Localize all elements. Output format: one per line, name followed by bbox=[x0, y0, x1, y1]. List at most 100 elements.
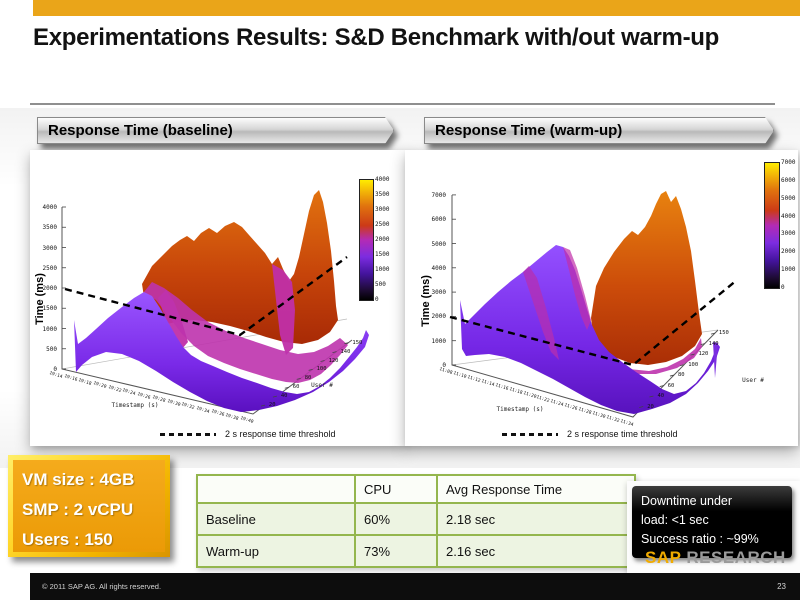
axis-tick-mark bbox=[344, 342, 349, 345]
u-tick: 40 bbox=[280, 393, 288, 400]
surface-magenta-band bbox=[144, 282, 348, 383]
row-cpu: 60% bbox=[354, 502, 438, 536]
threshold-line bbox=[449, 279, 738, 367]
u-tick: 120 bbox=[698, 351, 709, 358]
cb-tick: 4000 bbox=[375, 176, 390, 183]
u-tick: 20 bbox=[268, 402, 276, 409]
axis-tick-mark bbox=[659, 385, 664, 387]
surface-plot-baseline bbox=[61, 190, 369, 415]
banner-baseline: Response Time (baseline) bbox=[37, 117, 394, 144]
vm-info-box: VM size : 4GB SMP : 2 vCPU Users : 150 bbox=[8, 455, 170, 557]
threshold-legend: 2 s response time threshold bbox=[502, 429, 678, 439]
axis-tick-mark bbox=[332, 351, 337, 353]
axis-tick-mark bbox=[669, 374, 675, 377]
cb-tick: 1000 bbox=[375, 266, 390, 273]
z-tick: 2000 bbox=[431, 313, 446, 321]
x-axis-label: Timestamp (s) bbox=[496, 406, 544, 413]
surface-magenta-valley bbox=[272, 264, 295, 355]
z-tick: 4000 bbox=[42, 204, 57, 211]
banner-warmup: Response Time (warm-up) bbox=[424, 117, 774, 144]
surface-purple-front bbox=[460, 245, 720, 414]
row-avg: 2.18 sec bbox=[436, 502, 636, 536]
threshold-line bbox=[64, 256, 348, 337]
axis-tick-mark bbox=[700, 343, 705, 346]
copyright-text: © 2011 SAP AG. All rights reserved. bbox=[42, 582, 162, 591]
row-label: Warm-up bbox=[196, 534, 356, 568]
sap-research-logo: SAP RESEARCH bbox=[645, 548, 786, 568]
cb-tick: 500 bbox=[375, 281, 386, 288]
accent-bar bbox=[33, 0, 800, 16]
u-tick: 20 bbox=[647, 403, 654, 410]
axis-tick-mark bbox=[296, 377, 301, 380]
cb-tick: 5000 bbox=[781, 194, 796, 202]
cb-tick: 2000 bbox=[781, 248, 796, 256]
dashed-line-icon bbox=[502, 432, 558, 436]
x-axis-label: Timestamp (s) bbox=[111, 402, 159, 409]
threshold-legend-label: 2 s response time threshold bbox=[225, 429, 336, 439]
axis-tick-mark bbox=[284, 386, 289, 389]
u-tick: 140 bbox=[340, 348, 351, 355]
surface-magenta-streak bbox=[563, 247, 591, 330]
cb-tick: 1500 bbox=[375, 251, 390, 258]
z-axis-label: Time (ms) bbox=[420, 275, 432, 327]
z-tick: 2500 bbox=[42, 264, 57, 272]
y-axis-label: User # bbox=[311, 382, 333, 389]
axis-tick-mark bbox=[680, 364, 685, 366]
threshold-legend-label: 2 s response time threshold bbox=[567, 429, 678, 439]
results-table: CPU Avg Response Time Baseline 60% 2.18 … bbox=[196, 474, 636, 568]
table-header-cpu: CPU bbox=[354, 474, 438, 504]
cb-tick: 1000 bbox=[781, 266, 796, 274]
footer-bar: © 2011 SAP AG. All rights reserved. 23 bbox=[30, 573, 800, 600]
banner-baseline-label: Response Time (baseline) bbox=[37, 117, 394, 144]
table-row-warmup: Warm-up 73% 2.16 sec bbox=[196, 534, 636, 568]
y-axis-label: User # bbox=[742, 377, 764, 384]
z-tick: 7000 bbox=[431, 191, 446, 199]
u-tick: 120 bbox=[328, 357, 339, 364]
z-tick: 500 bbox=[46, 345, 57, 353]
z-tick: 3000 bbox=[42, 244, 57, 252]
table-header-row: CPU Avg Response Time bbox=[196, 474, 636, 504]
row-avg: 2.16 sec bbox=[436, 534, 636, 568]
title-divider bbox=[30, 103, 775, 105]
z-tick: 3500 bbox=[42, 224, 57, 232]
axis-tick-mark bbox=[649, 395, 654, 398]
u-tick: 150 bbox=[718, 330, 729, 337]
row-label: Baseline bbox=[196, 502, 356, 536]
axis-tick-mark bbox=[690, 353, 695, 356]
z-tick: 0 bbox=[442, 362, 446, 369]
dashed-line-icon bbox=[160, 432, 216, 436]
table-row-baseline: Baseline 60% 2.18 sec bbox=[196, 502, 636, 536]
u-tick: 100 bbox=[688, 361, 699, 368]
axis-tick-mark bbox=[308, 369, 313, 371]
axes-frame bbox=[451, 195, 719, 418]
research-logo-text: RESEARCH bbox=[686, 548, 786, 567]
colorbar bbox=[764, 162, 780, 289]
downtime-line: Downtime under bbox=[641, 494, 733, 508]
axis-tick-mark bbox=[260, 404, 266, 407]
z-tick: 4000 bbox=[431, 264, 446, 272]
cb-tick: 2500 bbox=[375, 221, 390, 228]
axis-tick-mark bbox=[710, 332, 716, 335]
table-header-empty bbox=[196, 474, 356, 504]
z-tick: 5000 bbox=[431, 240, 446, 248]
downtime-box: Downtime under load: <1 sec Success rati… bbox=[632, 486, 792, 558]
cb-tick: 6000 bbox=[781, 176, 796, 184]
cb-tick: 3000 bbox=[781, 230, 796, 238]
axis-tick-mark bbox=[639, 406, 644, 408]
z-tick: 0 bbox=[53, 366, 57, 373]
z-tick: 2000 bbox=[42, 285, 57, 292]
page-title: Experimentations Results: S&D Benchmark … bbox=[33, 24, 719, 51]
banner-warmup-label: Response Time (warm-up) bbox=[424, 117, 774, 144]
u-tick: 60 bbox=[292, 384, 300, 391]
page-number: 23 bbox=[777, 582, 786, 591]
cb-tick: 0 bbox=[375, 296, 379, 303]
sap-logo-text: SAP bbox=[645, 548, 682, 567]
chart-warmup: Time (ms) Timestamp (s) User # 2 s respo… bbox=[405, 150, 798, 446]
surface-purple-spike bbox=[713, 342, 718, 378]
cb-tick: 3000 bbox=[375, 206, 390, 213]
u-tick: 140 bbox=[708, 340, 719, 347]
u-tick: 80 bbox=[304, 375, 312, 382]
cb-tick: 4000 bbox=[781, 212, 796, 220]
threshold-legend: 2 s response time threshold bbox=[160, 429, 336, 439]
